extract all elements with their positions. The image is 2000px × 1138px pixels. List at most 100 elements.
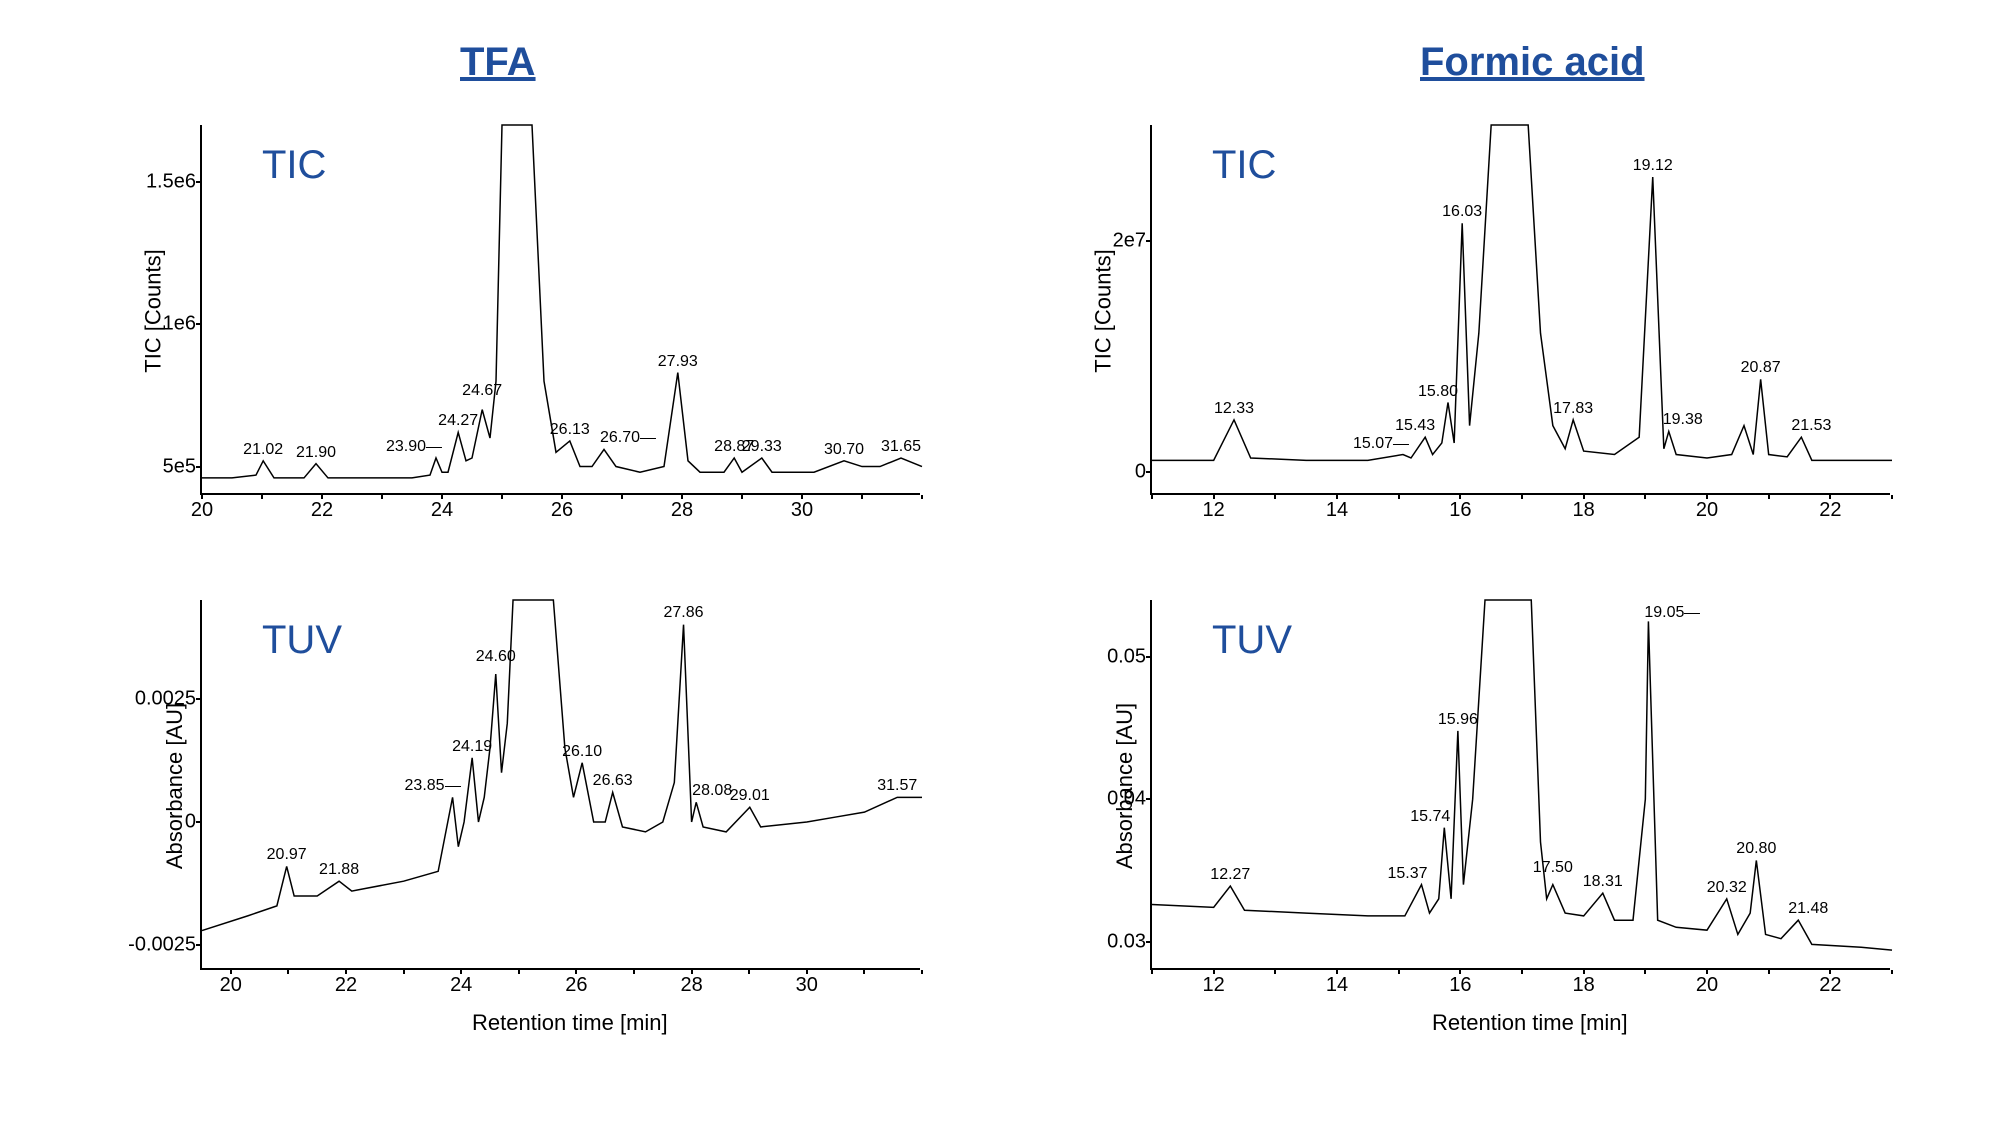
x-tick-label: 24 bbox=[450, 974, 472, 997]
x-tick-mark bbox=[1213, 493, 1215, 499]
x-tick-mark bbox=[1829, 968, 1831, 974]
y-tick-label: 0 bbox=[1135, 460, 1146, 483]
x-axis-label: Retention time [min] bbox=[1432, 1010, 1628, 1036]
peak-label: 20.32 bbox=[1707, 879, 1747, 897]
x-tick-mark-minor bbox=[1521, 495, 1523, 499]
y-axis-label: TIC [Counts] bbox=[141, 249, 167, 372]
peak-label: 21.88 bbox=[319, 861, 359, 879]
y-tick-label: 2e7 bbox=[1113, 229, 1146, 252]
peak-label: 20.80 bbox=[1736, 840, 1776, 858]
peak-label: 18.31 bbox=[1583, 873, 1623, 891]
y-tick-label: 0 bbox=[185, 811, 196, 834]
chromatogram-trace bbox=[1152, 600, 1890, 968]
x-tick-mark-minor bbox=[741, 495, 743, 499]
peak-label: 26.63 bbox=[593, 772, 633, 790]
peak-label: 15.07 bbox=[1353, 435, 1393, 453]
y-tick-label: 0.04 bbox=[1107, 788, 1146, 811]
peak-label: 29.01 bbox=[730, 787, 770, 805]
x-tick-mark-minor bbox=[1891, 970, 1893, 974]
x-tick-mark bbox=[1829, 493, 1831, 499]
x-tick-mark bbox=[1706, 968, 1708, 974]
x-tick-mark bbox=[561, 493, 563, 499]
panel-tfa-tuv: TUVAbsorbance [AU]Retention time [min]-0… bbox=[200, 600, 920, 970]
peak-label: 19.05 bbox=[1644, 604, 1684, 622]
peak-label: 21.90 bbox=[296, 444, 336, 462]
y-axis-label: TIC [Counts] bbox=[1091, 249, 1117, 372]
panel-fa-tuv: TUVAbsorbance [AU]Retention time [min]0.… bbox=[1150, 600, 1890, 970]
x-axis-label: Retention time [min] bbox=[472, 1010, 668, 1036]
x-tick-label: 24 bbox=[431, 499, 453, 522]
x-tick-label: 20 bbox=[1696, 974, 1718, 997]
x-tick-label: 14 bbox=[1326, 499, 1348, 522]
x-tick-label: 22 bbox=[311, 499, 333, 522]
y-axis-label: Absorbance [AU] bbox=[162, 703, 188, 869]
x-tick-mark-minor bbox=[748, 970, 750, 974]
x-tick-mark bbox=[681, 493, 683, 499]
peak-label: 24.67 bbox=[462, 382, 502, 400]
peak-label: 17.50 bbox=[1533, 859, 1573, 877]
x-tick-label: 22 bbox=[335, 974, 357, 997]
x-tick-mark bbox=[1459, 968, 1461, 974]
peak-label: 21.48 bbox=[1788, 900, 1828, 918]
peak-label: 12.27 bbox=[1210, 866, 1250, 884]
x-tick-label: 12 bbox=[1203, 499, 1225, 522]
peak-label: 20.87 bbox=[1741, 359, 1781, 377]
y-tick-label: 0.05 bbox=[1107, 645, 1146, 668]
x-tick-mark-minor bbox=[1151, 970, 1153, 974]
x-tick-label: 22 bbox=[1819, 499, 1841, 522]
x-tick-mark-minor bbox=[1274, 970, 1276, 974]
peak-label: 24.27 bbox=[438, 412, 478, 430]
peak-label: 26.13 bbox=[550, 421, 590, 439]
peak-label: 19.38 bbox=[1663, 411, 1703, 429]
panel-fa-tic: TICTIC [Counts]02e712141618202212.3315.0… bbox=[1150, 125, 1890, 495]
x-tick-mark bbox=[801, 493, 803, 499]
x-tick-label: 22 bbox=[1819, 974, 1841, 997]
x-tick-mark-minor bbox=[861, 495, 863, 499]
x-tick-label: 26 bbox=[565, 974, 587, 997]
x-tick-mark bbox=[691, 968, 693, 974]
x-tick-mark-minor bbox=[1521, 970, 1523, 974]
x-tick-mark-minor bbox=[287, 970, 289, 974]
x-tick-mark bbox=[1706, 493, 1708, 499]
x-tick-mark bbox=[230, 968, 232, 974]
x-tick-mark-minor bbox=[501, 495, 503, 499]
x-tick-label: 26 bbox=[551, 499, 573, 522]
peak-label: 15.80 bbox=[1418, 383, 1458, 401]
x-tick-mark bbox=[1459, 493, 1461, 499]
x-tick-mark-minor bbox=[1274, 495, 1276, 499]
peak-label: 15.96 bbox=[1438, 711, 1478, 729]
peak-label: 23.90 bbox=[386, 438, 426, 456]
peak-label: 24.19 bbox=[452, 738, 492, 756]
x-tick-mark bbox=[441, 493, 443, 499]
x-tick-mark bbox=[1336, 968, 1338, 974]
x-tick-label: 20 bbox=[191, 499, 213, 522]
peak-label: 15.43 bbox=[1395, 417, 1435, 435]
x-tick-mark-minor bbox=[921, 495, 923, 499]
x-tick-label: 30 bbox=[796, 974, 818, 997]
y-tick-label: 0.03 bbox=[1107, 930, 1146, 953]
x-tick-mark-minor bbox=[261, 495, 263, 499]
x-tick-mark-minor bbox=[1768, 495, 1770, 499]
peak-label: 27.93 bbox=[658, 353, 698, 371]
x-tick-mark bbox=[1336, 493, 1338, 499]
x-tick-mark bbox=[1583, 968, 1585, 974]
x-tick-mark bbox=[1213, 968, 1215, 974]
x-tick-label: 12 bbox=[1203, 974, 1225, 997]
y-axis-label: Absorbance [AU] bbox=[1112, 703, 1138, 869]
chromatogram-trace bbox=[1152, 125, 1890, 493]
panel-tfa-tic: TICTIC [Counts]5e51e61.5e620222426283021… bbox=[200, 125, 920, 495]
peak-label: 23.85 bbox=[405, 777, 445, 795]
peak-label: 12.33 bbox=[1214, 400, 1254, 418]
peak-label: 28.08 bbox=[692, 782, 732, 800]
x-tick-mark-minor bbox=[633, 970, 635, 974]
peak-label: 20.97 bbox=[267, 846, 307, 864]
peak-label: 26.70 bbox=[600, 429, 640, 447]
x-tick-mark-minor bbox=[1644, 495, 1646, 499]
x-tick-mark bbox=[345, 968, 347, 974]
x-tick-label: 16 bbox=[1449, 974, 1471, 997]
peak-label: 15.37 bbox=[1387, 865, 1427, 883]
x-tick-mark-minor bbox=[1151, 495, 1153, 499]
x-tick-mark-minor bbox=[863, 970, 865, 974]
x-tick-label: 28 bbox=[680, 974, 702, 997]
peak-label: 29.33 bbox=[742, 438, 782, 456]
